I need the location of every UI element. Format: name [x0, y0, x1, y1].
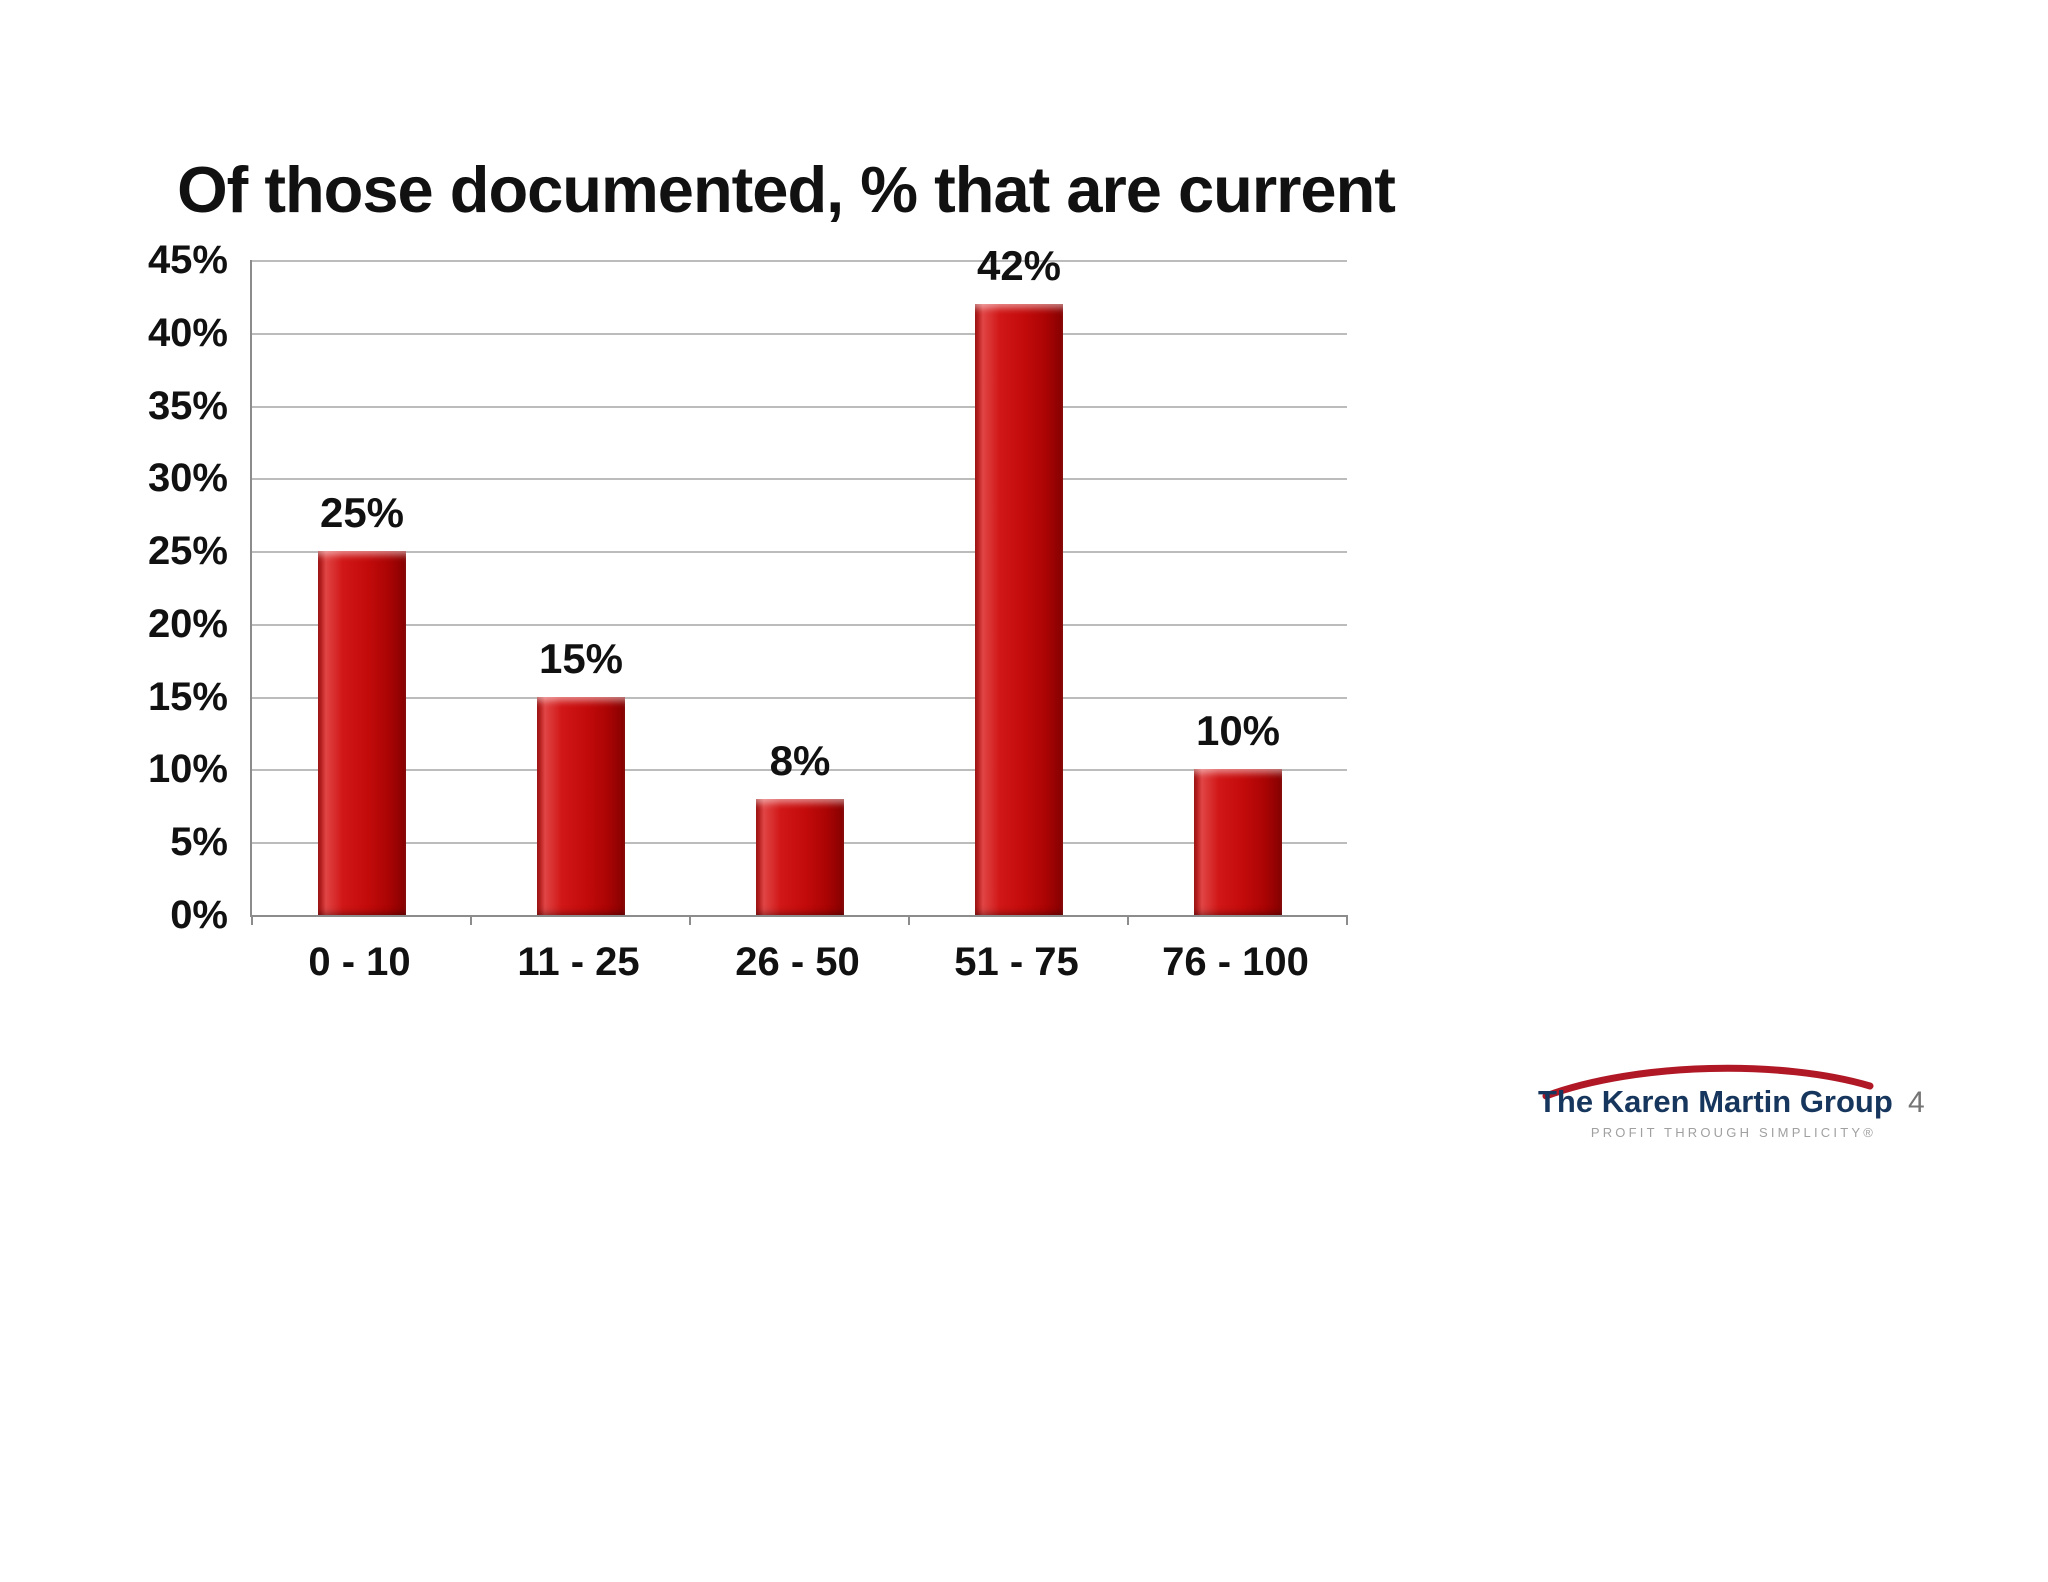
- plot-area: 25% 15% 8% 42% 10%: [250, 242, 1348, 925]
- bar-0-10: [318, 551, 406, 915]
- x-axis-tick: [1127, 915, 1129, 925]
- karen-martin-group-logo: The Karen Martin Group PROFIT THROUGH SI…: [1538, 1058, 1893, 1140]
- gridline: [252, 769, 1347, 771]
- gridline: [252, 624, 1347, 626]
- y-tick-label: 0%: [170, 893, 228, 937]
- y-tick-label: 20%: [147, 602, 228, 646]
- x-axis-labels: 0 - 10 11 - 25 26 - 50 51 - 75 76 - 100: [250, 940, 1345, 1000]
- x-axis-tick: [1346, 915, 1348, 925]
- bar-value-label: 25%: [319, 489, 405, 536]
- y-tick-label: 15%: [147, 675, 228, 719]
- y-tick-label: 30%: [147, 456, 228, 500]
- gridline: [252, 260, 1347, 262]
- y-tick-label: 5%: [170, 820, 228, 864]
- bar-value-label: 42%: [976, 242, 1062, 289]
- gridline: [252, 697, 1347, 699]
- x-axis-tick: [470, 915, 472, 925]
- y-tick-label: 40%: [147, 311, 228, 355]
- chart-title: Of those documented, % that are current: [177, 152, 1396, 226]
- x-axis-tick: [908, 915, 910, 925]
- bar-76-100: [1194, 769, 1282, 915]
- bar-value-label: 15%: [538, 635, 624, 682]
- x-category-label: 76 - 100: [1162, 940, 1309, 984]
- x-axis-tick: [689, 915, 691, 925]
- bar-value-label: 8%: [769, 737, 831, 784]
- y-tick-label: 25%: [147, 529, 228, 573]
- bar-51-75: [975, 304, 1063, 915]
- y-axis-labels: 45% 40% 35% 30% 25% 20% 15% 10% 5% 0%: [96, 238, 228, 937]
- x-category-label: 26 - 50: [735, 940, 860, 984]
- gridline: [252, 478, 1347, 480]
- bar-11-25: [537, 697, 625, 915]
- logo-swoosh-icon: [1542, 1064, 1874, 1100]
- page-number: 4: [1908, 1086, 1925, 1119]
- y-tick-label: 10%: [147, 747, 228, 791]
- bar-26-50: [756, 799, 844, 915]
- x-category-label: 51 - 75: [954, 940, 1079, 984]
- x-category-label: 0 - 10: [308, 940, 411, 984]
- gridline: [252, 551, 1347, 553]
- y-tick-label: 35%: [147, 384, 228, 428]
- logo-tagline: PROFIT THROUGH SIMPLICITY®: [1590, 1125, 1876, 1140]
- logo-text: The Karen Martin Group: [1538, 1084, 1893, 1119]
- x-axis-tick: [251, 915, 253, 925]
- gridline: [252, 333, 1347, 335]
- y-tick-label: 45%: [147, 238, 228, 282]
- x-category-label: 11 - 25: [517, 940, 640, 984]
- bar-value-label: 10%: [1195, 707, 1281, 754]
- gridline: [252, 406, 1347, 408]
